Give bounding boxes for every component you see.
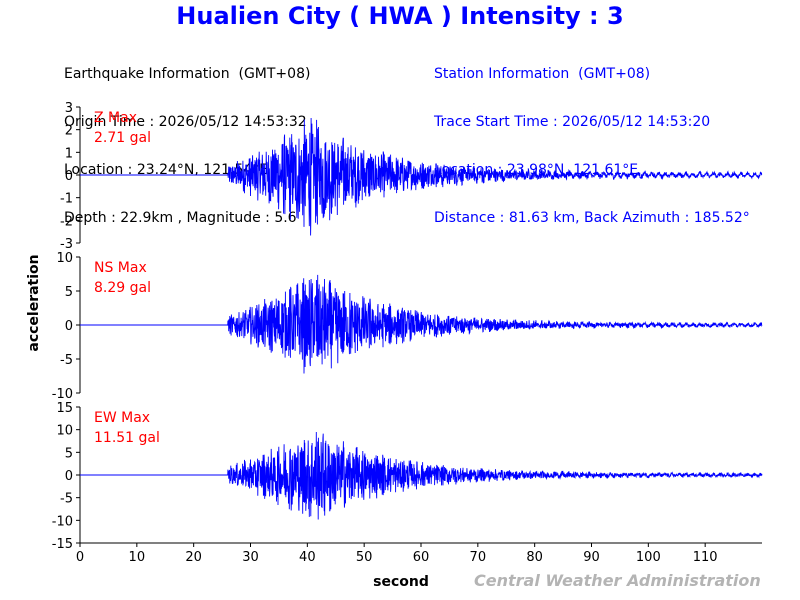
panel-ew: -15 -10 -5 0 5 10 15 EW Max 11.51 gal bbox=[52, 401, 763, 552]
x-tick-label: 80 bbox=[526, 550, 543, 565]
max-value: 2.71 gal bbox=[94, 130, 151, 146]
waveform-trace-ns bbox=[80, 274, 763, 374]
y-tick-label: 2 bbox=[65, 124, 73, 139]
y-tick-label: 5 bbox=[65, 285, 73, 300]
x-tick-label: 60 bbox=[413, 550, 430, 565]
station-info-header: Station Information (GMT+08) bbox=[434, 66, 651, 82]
max-value: 8.29 gal bbox=[94, 280, 151, 296]
station-distance: Distance : 81.63 km, Back Azimuth : 185.… bbox=[434, 210, 750, 226]
panel-z: -3 -2 -1 0 1 2 3 Z Max 2.71 gal bbox=[60, 101, 763, 252]
x-tick-label: 90 bbox=[583, 550, 600, 565]
panel-ns: -10 -5 0 5 10 NS Max 8.29 gal bbox=[52, 251, 763, 402]
y-tick-label: -10 bbox=[52, 514, 73, 529]
x-tick-label: 10 bbox=[129, 550, 146, 565]
max-value: 11.51 gal bbox=[94, 430, 160, 446]
y-tick-label: 3 bbox=[65, 101, 73, 116]
y-tick-label: 10 bbox=[56, 424, 73, 439]
x-axis-label: second bbox=[373, 574, 429, 590]
y-tick-label: -1 bbox=[60, 192, 73, 207]
y-tick-label: 15 bbox=[56, 401, 73, 416]
y-tick-label: 0 bbox=[65, 319, 73, 334]
y-tick-label: 1 bbox=[65, 146, 73, 161]
max-label: Z Max bbox=[94, 110, 137, 126]
y-tick-label: 0 bbox=[65, 469, 73, 484]
chart-title: Hualien City ( HWA ) Intensity : 3 bbox=[176, 2, 624, 30]
y-tick-label: 5 bbox=[65, 446, 73, 461]
y-tick-label: -2 bbox=[60, 214, 73, 229]
x-tick-label: 40 bbox=[299, 550, 316, 565]
earthquake-info-header: Earthquake Information (GMT+08) bbox=[64, 66, 311, 82]
depth-magnitude: Depth : 22.9km , Magnitude : 5.6 bbox=[64, 210, 297, 226]
x-tick-label: 110 bbox=[693, 550, 718, 565]
waveform-trace-z bbox=[80, 117, 763, 236]
max-label: NS Max bbox=[94, 260, 147, 276]
y-tick-label: 0 bbox=[65, 169, 73, 184]
earthquake-info: Earthquake Information (GMT+08) Origin T… bbox=[64, 34, 310, 258]
waveform-trace-ew bbox=[80, 431, 763, 520]
x-tick-label: 30 bbox=[242, 550, 259, 565]
x-tick-label: 100 bbox=[636, 550, 661, 565]
x-tick-label: 0 bbox=[76, 550, 84, 565]
y-tick-label: -3 bbox=[60, 237, 73, 252]
y-tick-label: -5 bbox=[60, 353, 73, 368]
y-axis-label: acceleration bbox=[26, 254, 42, 351]
x-tick-label: 70 bbox=[470, 550, 487, 565]
x-tick-label: 50 bbox=[356, 550, 373, 565]
trace-start-time: Trace Start Time : 2026/05/12 14:53:20 bbox=[434, 114, 711, 130]
y-tick-label: 10 bbox=[56, 251, 73, 266]
max-label: EW Max bbox=[94, 410, 150, 426]
x-tick-label: 20 bbox=[185, 550, 202, 565]
y-tick-label: -10 bbox=[52, 387, 73, 402]
credit-text: Central Weather Administration bbox=[474, 571, 761, 590]
y-tick-label: -5 bbox=[60, 492, 73, 507]
y-tick-label: -15 bbox=[52, 537, 73, 552]
origin-time: Origin Time : 2026/05/12 14:53:32 bbox=[64, 114, 307, 130]
